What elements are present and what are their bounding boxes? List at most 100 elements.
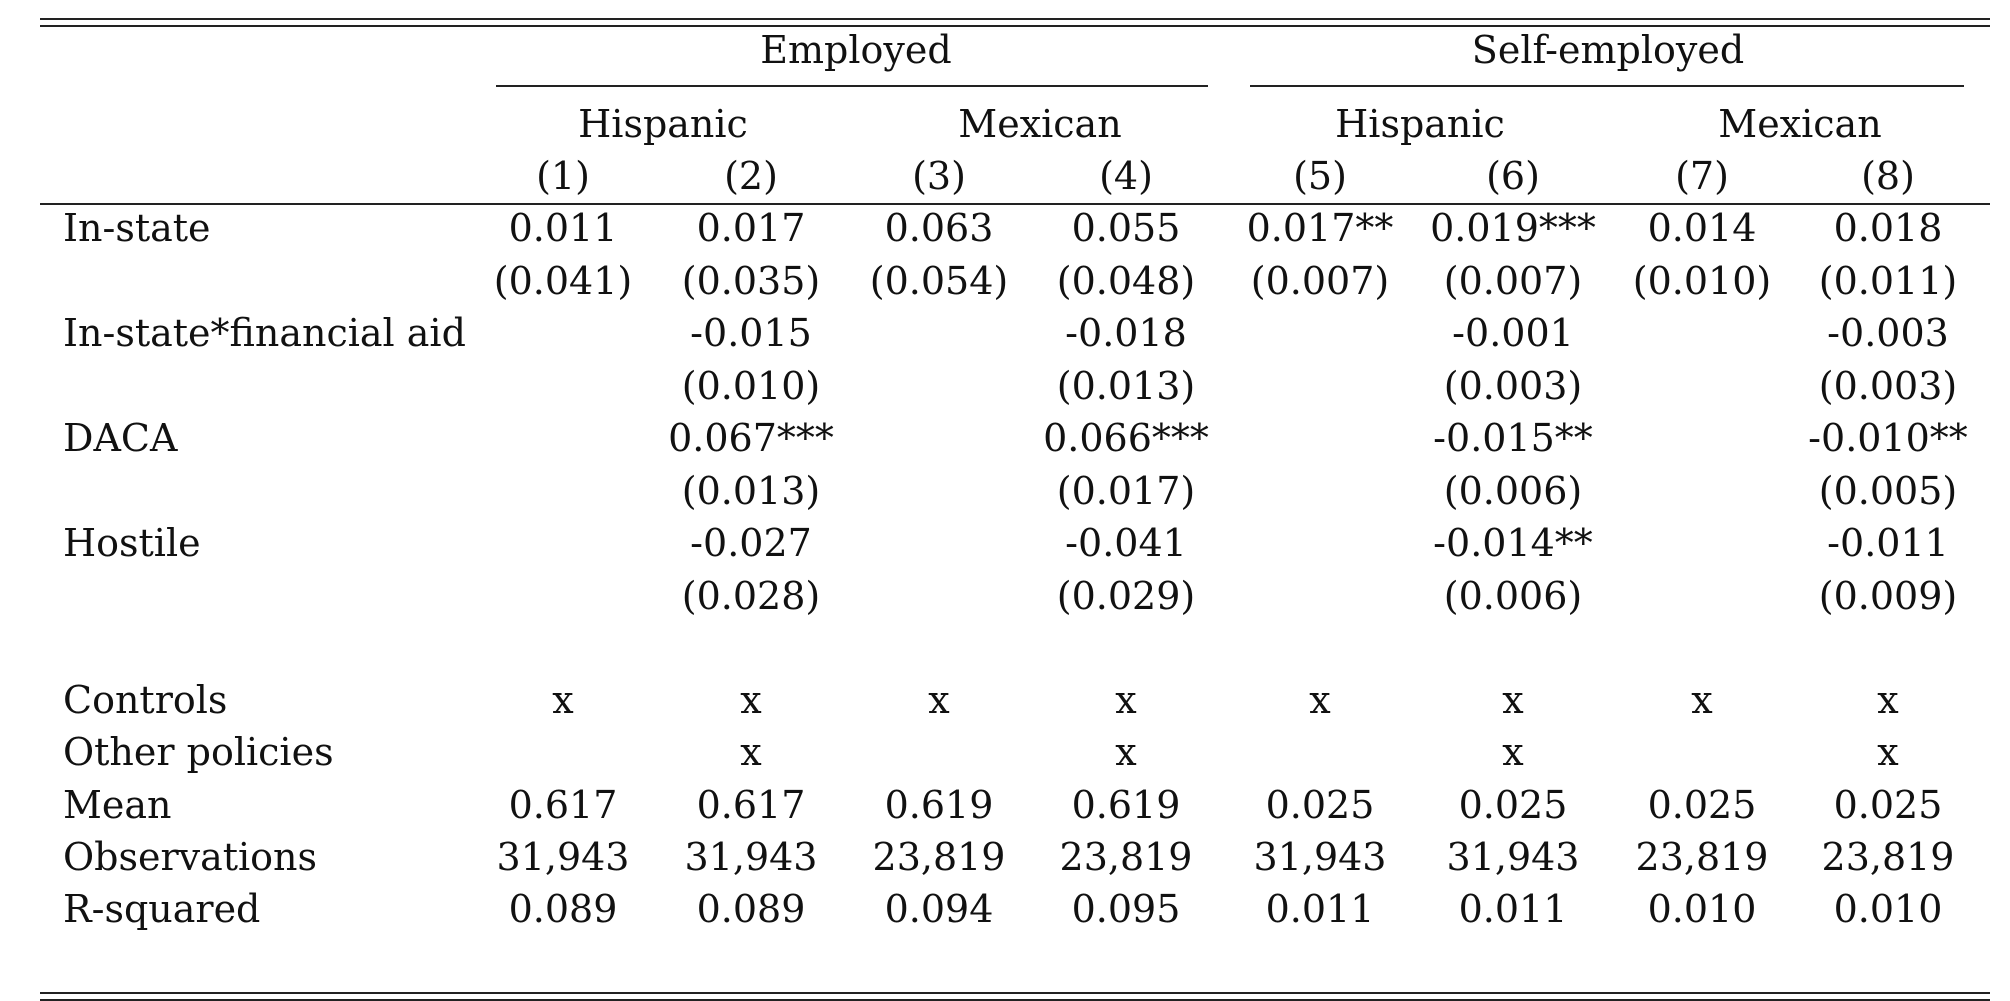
column-number-header: (1) <box>536 154 590 198</box>
table-cell: (0.017) <box>1056 469 1196 513</box>
table-cell: x <box>740 678 762 722</box>
table-cell: 0.010 <box>1833 887 1943 931</box>
table-cell: 31,943 <box>684 835 818 879</box>
group-header-employed: Employed <box>760 28 952 72</box>
table-cell: 23,819 <box>1821 835 1955 879</box>
row-label: In-state <box>63 206 211 250</box>
table-cell: (0.054) <box>869 259 1009 303</box>
table-cell: (0.013) <box>1056 364 1196 408</box>
table-cell: (0.007) <box>1443 259 1583 303</box>
table-cell: 0.617 <box>696 783 806 827</box>
table-cell: 23,819 <box>1635 835 1769 879</box>
table-cell: (0.010) <box>681 364 821 408</box>
table-cell: (0.041) <box>493 259 633 303</box>
table-cell: x <box>1309 678 1331 722</box>
table-cell: 31,943 <box>1253 835 1387 879</box>
table-cell: 0.067*** <box>668 416 834 460</box>
table-cell: 0.011 <box>1458 887 1568 931</box>
table-cell: 0.017 <box>696 206 806 250</box>
column-number-header: (5) <box>1293 154 1347 198</box>
top-rule <box>40 18 1990 20</box>
row-label: Controls <box>63 678 228 722</box>
table-cell: 0.010 <box>1647 887 1757 931</box>
table-cell: 31,943 <box>1446 835 1580 879</box>
table-cell: 0.025 <box>1647 783 1757 827</box>
table-cell: (0.006) <box>1443 574 1583 618</box>
table-cell: x <box>552 678 574 722</box>
column-number-header: (4) <box>1099 154 1153 198</box>
column-number-header: (7) <box>1675 154 1729 198</box>
table-cell: 0.617 <box>508 783 618 827</box>
table-cell: -0.027 <box>690 521 812 565</box>
table-cell: x <box>1115 678 1137 722</box>
row-label: Observations <box>63 835 318 879</box>
table-cell: 0.095 <box>1071 887 1181 931</box>
table-cell: (0.007) <box>1250 259 1390 303</box>
column-number-header: (8) <box>1861 154 1915 198</box>
group-header-self-employed: Self-employed <box>1471 28 1745 72</box>
row-label: Mean <box>63 783 172 827</box>
table-cell: (0.013) <box>681 469 821 513</box>
table-cell: -0.010** <box>1808 416 1968 460</box>
table-cell: 0.011 <box>508 206 618 250</box>
top-rule <box>40 25 1990 27</box>
table-cell: 0.094 <box>884 887 994 931</box>
table-cell: (0.003) <box>1443 364 1583 408</box>
table-cell: 0.018 <box>1833 206 1943 250</box>
row-label: In-state*financial aid <box>63 311 466 355</box>
table-cell: 0.019*** <box>1430 206 1596 250</box>
table-cell: (0.028) <box>681 574 821 618</box>
table-cell: 0.089 <box>696 887 806 931</box>
table-cell: 0.055 <box>1071 206 1181 250</box>
bottom-rule <box>40 992 1990 994</box>
table-cell: 0.011 <box>1265 887 1375 931</box>
table-cell: (0.048) <box>1056 259 1196 303</box>
table-cell: 0.063 <box>884 206 994 250</box>
table-cell: 23,819 <box>872 835 1006 879</box>
table-cell: 31,943 <box>496 835 630 879</box>
table-cell: x <box>1115 730 1137 774</box>
row-label: R-squared <box>63 887 261 931</box>
table-cell: (0.009) <box>1818 574 1958 618</box>
subgroup-header: Hispanic <box>1335 102 1505 146</box>
row-label: Other policies <box>63 730 334 774</box>
table-cell: 0.619 <box>1071 783 1181 827</box>
table-cell: 0.014 <box>1647 206 1757 250</box>
row-label: Hostile <box>63 521 201 565</box>
table-cell: 0.017** <box>1246 206 1394 250</box>
table-cell: x <box>1502 678 1524 722</box>
table-cell: 0.025 <box>1833 783 1943 827</box>
table-cell: -0.015** <box>1433 416 1593 460</box>
table-cell: (0.029) <box>1056 574 1196 618</box>
header-bottom-rule <box>40 203 1990 205</box>
table-cell: (0.005) <box>1818 469 1958 513</box>
table-cell: -0.001 <box>1452 311 1574 355</box>
table-cell: (0.010) <box>1632 259 1772 303</box>
table-cell: 0.025 <box>1458 783 1568 827</box>
table-cell: (0.003) <box>1818 364 1958 408</box>
group-underline-employed <box>496 85 1208 87</box>
table-cell: x <box>1877 730 1899 774</box>
subgroup-header: Mexican <box>958 102 1122 146</box>
table-cell: (0.011) <box>1818 259 1958 303</box>
table-cell: 0.025 <box>1265 783 1375 827</box>
table-cell: -0.003 <box>1827 311 1949 355</box>
table-cell: -0.014** <box>1433 521 1593 565</box>
subgroup-header: Mexican <box>1718 102 1882 146</box>
table-cell: x <box>928 678 950 722</box>
column-number-header: (2) <box>724 154 778 198</box>
row-label: DACA <box>63 416 178 460</box>
table-cell: -0.015 <box>690 311 812 355</box>
table-cell: 0.619 <box>884 783 994 827</box>
subgroup-header: Hispanic <box>578 102 748 146</box>
table-cell: x <box>1691 678 1713 722</box>
column-number-header: (6) <box>1486 154 1540 198</box>
column-number-header: (3) <box>912 154 966 198</box>
table-cell: x <box>1502 730 1524 774</box>
group-underline-self-employed <box>1250 85 1964 87</box>
table-cell: 0.066*** <box>1043 416 1209 460</box>
table-cell: (0.006) <box>1443 469 1583 513</box>
table-cell: 0.089 <box>508 887 618 931</box>
table-cell: -0.041 <box>1065 521 1187 565</box>
